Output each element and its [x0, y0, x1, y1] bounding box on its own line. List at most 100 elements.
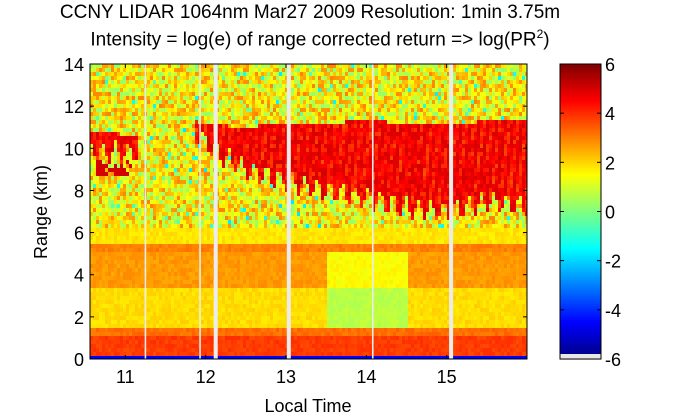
heatmap-cell [165, 104, 168, 108]
heatmap-cell [192, 292, 195, 296]
heatmap-cell [138, 344, 141, 348]
heatmap-cell [111, 252, 114, 256]
heatmap-cell [246, 288, 249, 292]
heatmap-cell [192, 300, 195, 304]
heatmap-cell [279, 184, 282, 188]
heatmap-cell [225, 236, 228, 240]
heatmap-cell [105, 156, 108, 160]
heatmap-cell [270, 224, 273, 228]
heatmap-cell [210, 316, 213, 320]
heatmap-cell [162, 128, 165, 132]
heatmap-cell [105, 128, 108, 132]
heatmap-cell [237, 316, 240, 320]
heatmap-cell [132, 316, 135, 320]
heatmap-cell [276, 236, 279, 240]
heatmap-cell [117, 268, 120, 272]
heatmap-cell [129, 304, 132, 308]
heatmap-cell [120, 208, 123, 212]
heatmap-cell [237, 164, 240, 168]
heatmap-cell [177, 260, 180, 264]
heatmap-cell [96, 332, 99, 336]
subtitle-superscript: 2 [536, 27, 544, 41]
heatmap-cell [207, 152, 210, 156]
heatmap-cell [114, 332, 117, 336]
heatmap-cell [117, 292, 120, 296]
heatmap-cell [276, 124, 279, 128]
heatmap-cell [93, 120, 96, 124]
heatmap-cell [255, 80, 258, 84]
heatmap-cell [162, 320, 165, 324]
heatmap-cell [255, 68, 258, 72]
heatmap-cell [201, 164, 204, 168]
heatmap-cell [156, 352, 159, 356]
heatmap-cell [285, 144, 288, 148]
heatmap-cell [234, 64, 237, 68]
heatmap-cell [90, 332, 93, 336]
heatmap-cell [108, 168, 111, 172]
heatmap-cell [195, 196, 198, 200]
heatmap-cell [264, 304, 267, 308]
heatmap-cell [108, 176, 111, 180]
heatmap-cell [228, 236, 231, 240]
heatmap-cell [201, 188, 204, 192]
heatmap-cell [141, 200, 144, 204]
heatmap-cell [231, 136, 234, 140]
heatmap-cell [138, 140, 141, 144]
heatmap-cell [165, 348, 168, 352]
heatmap-cell [189, 256, 192, 260]
heatmap-cell [225, 212, 228, 216]
heatmap-cell [231, 272, 234, 276]
heatmap-cell [135, 200, 138, 204]
heatmap-cell [252, 224, 255, 228]
heatmap-cell [195, 212, 198, 216]
heatmap-cell [225, 248, 228, 252]
heatmap-cell [153, 248, 156, 252]
heatmap-cell [156, 284, 159, 288]
heatmap-cell [282, 284, 285, 288]
heatmap-cell [105, 176, 108, 180]
heatmap-cell [126, 320, 129, 324]
heatmap-cell [171, 124, 174, 128]
heatmap-cell [141, 348, 144, 352]
heatmap-cell [279, 348, 282, 352]
heatmap-cell [135, 156, 138, 160]
heatmap-cell [180, 128, 183, 132]
heatmap-cell [192, 252, 195, 256]
heatmap-cell [183, 212, 186, 216]
heatmap-cell [105, 224, 108, 228]
heatmap-cell [174, 164, 177, 168]
heatmap-cell [168, 184, 171, 188]
heatmap-cell [195, 160, 198, 164]
heatmap-cell [267, 252, 270, 256]
heatmap-cell [93, 68, 96, 72]
heatmap-cell [102, 332, 105, 336]
heatmap-cell [120, 320, 123, 324]
heatmap-cell [156, 220, 159, 224]
heatmap-cell [108, 336, 111, 340]
heatmap-cell [225, 96, 228, 100]
heatmap-cell [270, 160, 273, 164]
heatmap-cell [108, 228, 111, 232]
heatmap-cell [141, 276, 144, 280]
heatmap-cell [270, 340, 273, 344]
heatmap-cell [270, 80, 273, 84]
heatmap-cell [150, 260, 153, 264]
heatmap-cell [171, 344, 174, 348]
heatmap-cell [273, 288, 276, 292]
heatmap-cell [231, 120, 234, 124]
heatmap-cell [261, 272, 264, 276]
heatmap-cell [243, 156, 246, 160]
heatmap-cell [207, 288, 210, 292]
heatmap-cell [90, 248, 93, 252]
heatmap-cell [96, 204, 99, 208]
heatmap-cell [291, 140, 294, 144]
heatmap-cell [237, 268, 240, 272]
heatmap-cell [165, 252, 168, 256]
heatmap-cell [147, 336, 150, 340]
heatmap-cell [180, 124, 183, 128]
heatmap-cell [126, 272, 129, 276]
heatmap-cell [219, 152, 222, 156]
heatmap-cell [225, 172, 228, 176]
heatmap-cell [108, 296, 111, 300]
heatmap-cell [252, 140, 255, 144]
